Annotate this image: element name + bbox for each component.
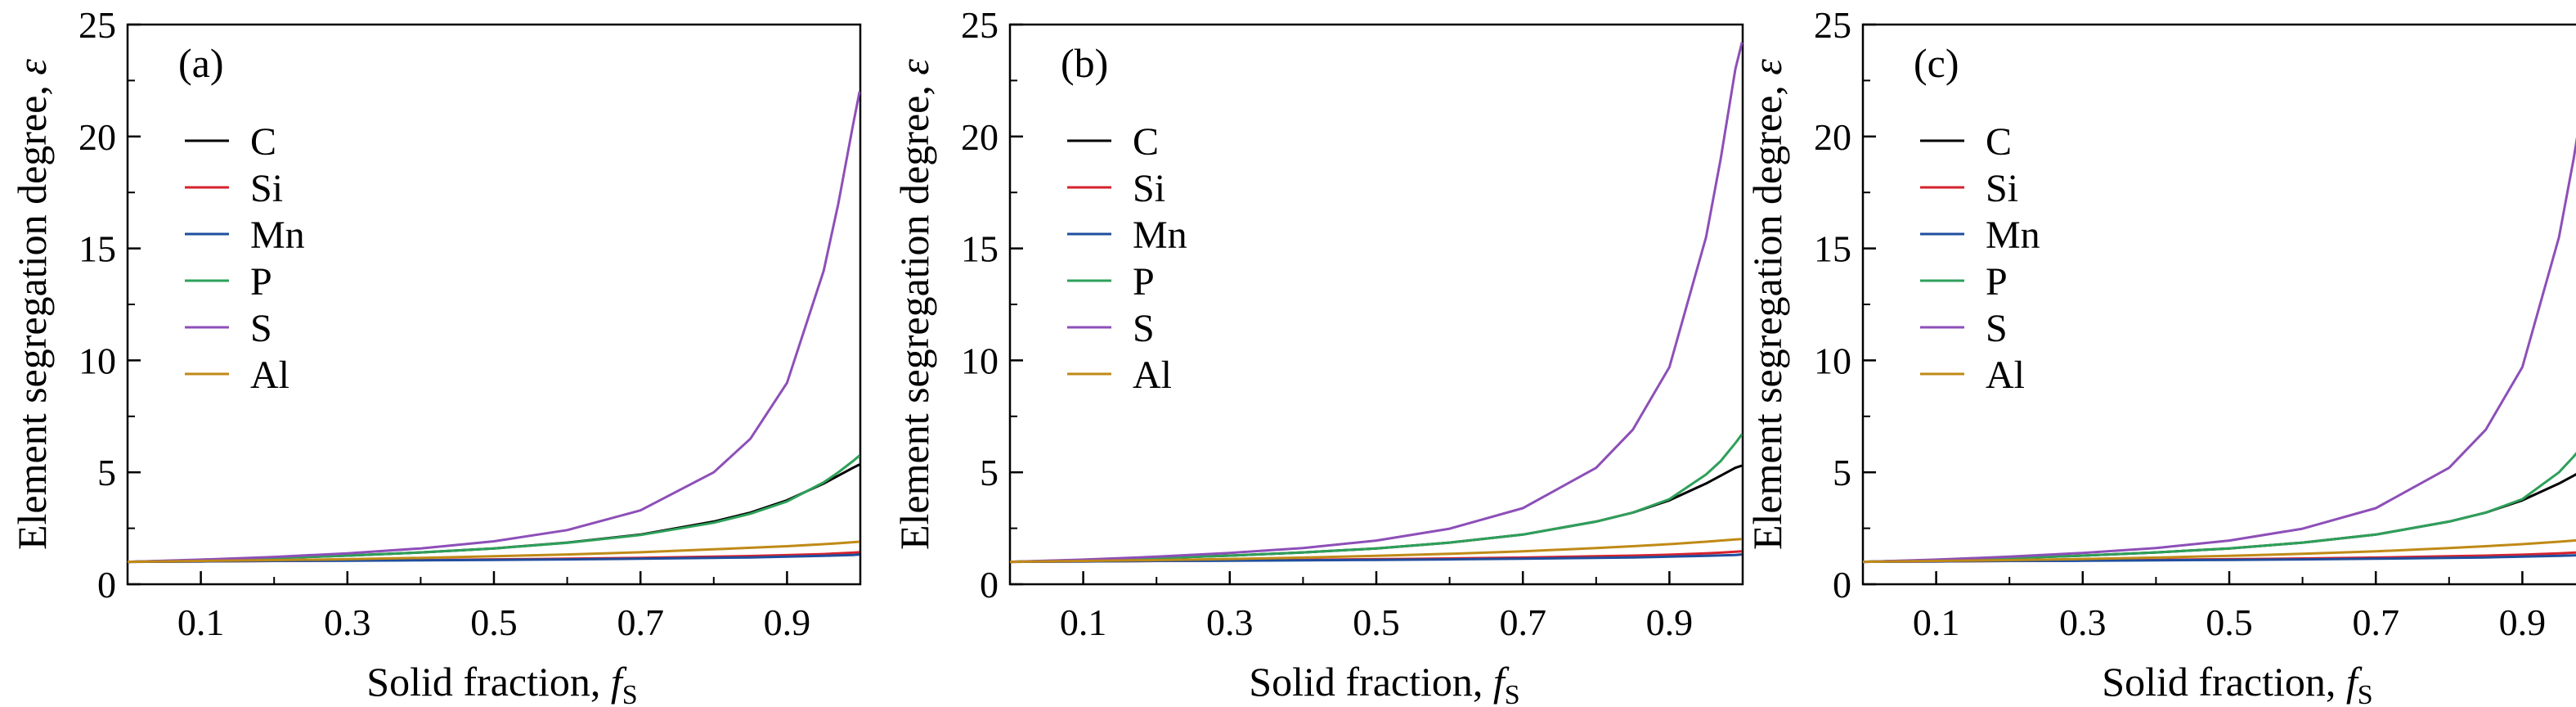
legend-label-P: P [250,260,272,304]
series-line-S [127,91,861,564]
x-tick-label-0.3: 0.3 [1206,601,1254,643]
y-tick-label-5: 5 [97,452,116,493]
y-tick-label-0: 0 [1833,564,1851,606]
legend-label-C: C [1133,120,1159,164]
x-tick-label-0.9: 0.9 [764,601,811,643]
y-tick-label-20: 20 [1814,116,1851,158]
plot-frame [126,23,862,586]
legend-label-S: S [1986,307,2008,350]
legend-label-Mn: Mn [1986,214,2040,257]
y-tick-label-0: 0 [97,564,116,606]
y-tick-label-15: 15 [1814,228,1851,270]
legend-label-P: P [1133,260,1155,304]
y-tick-label-15: 15 [961,228,999,270]
legend-label-C: C [1986,120,2012,164]
legend-label-S: S [250,307,272,350]
series-line-Al [1009,538,1743,564]
y-axis-label: Element segregation degree, ε [891,59,937,550]
y-tick-label-5: 5 [1833,452,1851,493]
y-tick-label-10: 10 [961,340,999,381]
chart-panel-3: 0 5 10 15 20 25 0.1 0.3 0.5 0.7 0.9 Solid fraction,… [1744,4,2576,707]
y-tick-label-20: 20 [79,116,116,158]
y-tick-label-0: 0 [980,564,999,606]
series-line-S [1862,137,2576,564]
legend-label-P: P [1986,260,2008,304]
x-tick-label-0.9: 0.9 [2499,601,2547,643]
legend-label-Mn: Mn [1133,214,1187,257]
y-tick-label-25: 25 [961,4,999,46]
y-tick-label-10: 10 [1814,340,1851,381]
series-line-P [1009,433,1744,564]
series-group [127,91,861,564]
x-tick-label-0.5: 0.5 [2206,601,2253,643]
chart-panel-2: 0 5 10 15 20 25 0.1 0.3 0.5 0.7 0.9 Solid fraction,… [891,4,1744,707]
y-tick-label-20: 20 [961,116,999,158]
legend-label-Al: Al [250,354,289,397]
legend-label-Al: Al [1986,354,2025,397]
series-line-Al [127,540,860,564]
y-axis-label: Element segregation degree, ε [9,59,55,550]
x-tick-label-0.5: 0.5 [1353,601,1400,643]
x-axis-label: Solid fraction, fS [366,659,637,707]
x-axis-label: Solid fraction, fS [2102,659,2372,707]
legend-label-Si: Si [1133,167,1165,210]
legend-label-Al: Al [1133,354,1172,397]
panel-label: (a) [178,40,224,86]
x-tick-label-0.7: 0.7 [1499,601,1546,643]
legend-label-C: C [250,120,276,164]
x-axis-label: Solid fraction, fS [1249,659,1519,707]
y-axis-label: Element segregation degree, ε [1744,59,1790,550]
series-line-S [1009,42,1744,564]
y-tick-label-15: 15 [79,228,116,270]
x-tick-label-0.5: 0.5 [470,601,518,643]
x-tick-label-0.1: 0.1 [177,601,225,643]
x-tick-label-0.7: 0.7 [617,601,664,643]
series-line-P [127,454,861,564]
x-tick-label-0.3: 0.3 [2059,601,2107,643]
y-tick-label-10: 10 [79,340,116,381]
x-tick-label-0.7: 0.7 [2352,601,2399,643]
y-tick-label-25: 25 [79,4,116,46]
panel-label: (b) [1061,40,1108,86]
y-tick-label-25: 25 [1814,4,1851,46]
x-tick-label-0.9: 0.9 [1646,601,1694,643]
legend-label-Si: Si [250,167,283,210]
series-line-P [1862,452,2576,564]
legend-label-Mn: Mn [250,214,305,257]
legend-label-S: S [1133,307,1155,350]
plot-frame [1861,23,2576,586]
series-group [1862,137,2576,564]
plot-frame [1008,23,1744,586]
series-group [1009,42,1744,564]
x-tick-label-0.1: 0.1 [1913,601,1960,643]
x-tick-label-0.1: 0.1 [1060,601,1107,643]
series-line-Al [1862,538,2576,564]
panel-label: (c) [1914,40,1959,86]
x-tick-label-0.3: 0.3 [324,601,371,643]
y-tick-label-5: 5 [980,452,999,493]
legend-label-Si: Si [1986,167,2018,210]
chart-panel-1: 0 5 10 15 20 25 0.1 0.3 0.5 0.7 0.9 Solid fraction,… [9,4,862,707]
